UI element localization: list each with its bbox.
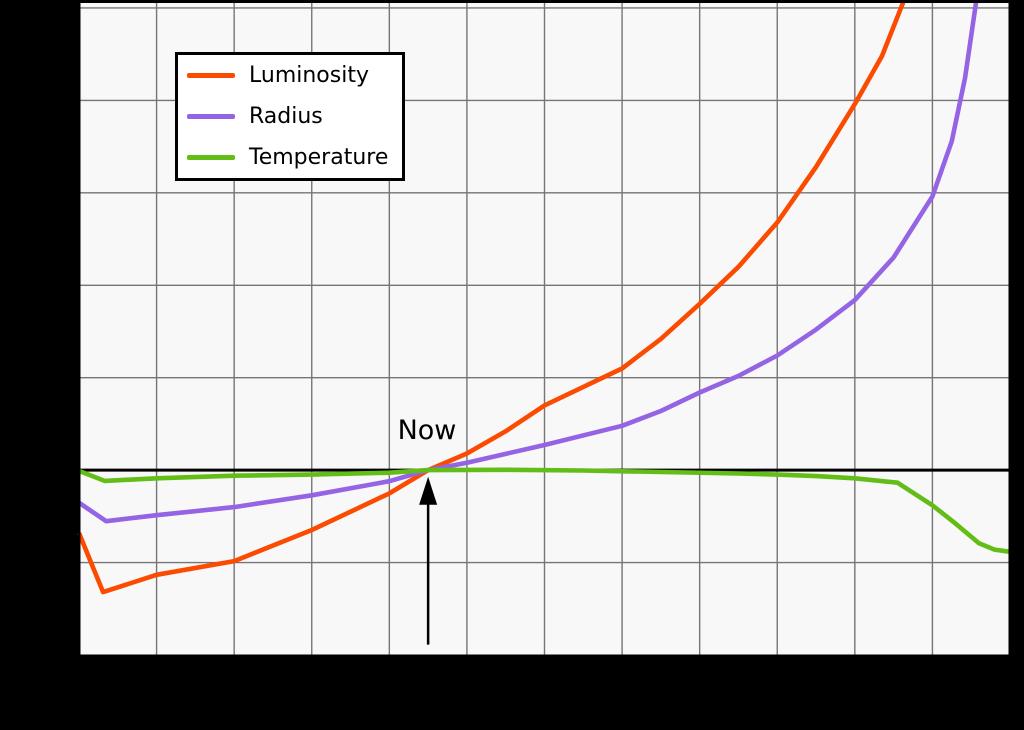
legend-label-luminosity: Luminosity (249, 63, 369, 88)
legend-line-swatch-luminosity (187, 73, 235, 78)
chart-legend: Luminosity Radius Temperature (175, 52, 405, 181)
now-arrow-head (419, 476, 438, 505)
legend-item-radius: Radius (187, 96, 402, 137)
series-line-radius (77, 0, 979, 524)
series-line-temperature (78, 467, 1011, 555)
legend-line-swatch-radius (187, 114, 235, 119)
now-annotation-label: Now (397, 415, 457, 446)
legend-label-radius: Radius (249, 104, 323, 129)
legend-item-temperature: Temperature (187, 137, 402, 178)
legend-line-swatch-temperature (187, 155, 235, 160)
legend-item-luminosity: Luminosity (187, 55, 402, 96)
series-line-luminosity (76, 0, 907, 595)
legend-label-temperature: Temperature (249, 145, 389, 170)
